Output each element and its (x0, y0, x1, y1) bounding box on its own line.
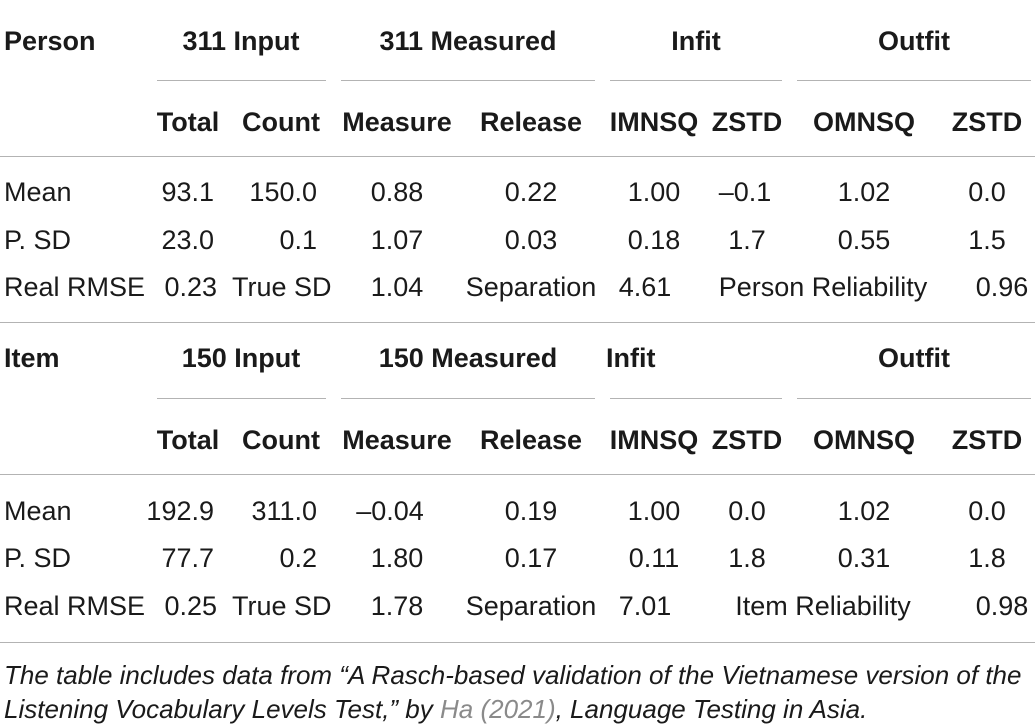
reliability-value: 0.96 (975, 272, 1029, 302)
cell-measure: 1.07 (370, 225, 424, 255)
cell-zstd-infit: 1.7 (728, 225, 766, 255)
reliability-value: 0.98 (975, 591, 1029, 621)
separation-label: Separation (465, 272, 597, 302)
person-measured-header: 311 Measured (379, 26, 557, 56)
item-measured-rule (341, 398, 595, 399)
person-sub-total: Total (156, 107, 220, 137)
person-sub-zstd-infit: ZSTD (711, 107, 783, 137)
cell-total: 93.1 (161, 177, 214, 207)
item-input-header: 150 Input (181, 343, 301, 373)
cell-zstd-outfit: 1.5 (968, 225, 1006, 255)
cell-imnsq: 0.18 (627, 225, 681, 255)
person-outfit-header: Outfit (878, 26, 950, 56)
cell-release: 0.19 (504, 496, 558, 526)
cell-zstd-infit: 1.8 (728, 543, 766, 573)
item-sub-total: Total (156, 425, 220, 455)
cell-release: 0.22 (504, 177, 558, 207)
person-infit-rule (610, 80, 782, 81)
cell-total: 23.0 (161, 225, 214, 255)
item-header-divider (0, 474, 1035, 475)
reliability-label: Item Reliability (735, 591, 911, 621)
separation-label: Separation (465, 591, 597, 621)
cell-release: 0.17 (504, 543, 558, 573)
reliability-label: Person Reliability (718, 272, 928, 302)
cell-count: 311.0 (251, 496, 317, 526)
item-outfit-header: Outfit (878, 343, 950, 373)
cell-zstd-infit: –0.1 (718, 177, 772, 207)
real-rmse-label: Real RMSE (4, 591, 146, 621)
cell-measure: 1.80 (370, 543, 424, 573)
cell-count: 0.2 (279, 543, 317, 573)
row-label: P. SD (4, 543, 72, 573)
table-caption: The table includes data from “A Rasch-ba… (4, 658, 1034, 726)
item-sub-zstd-infit: ZSTD (711, 425, 783, 455)
cell-total: 192.9 (146, 496, 214, 526)
cell-measure: –0.04 (356, 496, 424, 526)
true-sd-value: 1.78 (370, 591, 424, 621)
item-header-label: Item (4, 343, 60, 373)
person-header-divider (0, 156, 1035, 157)
person-infit-header: Infit (671, 26, 721, 56)
person-sub-count: Count (242, 107, 320, 137)
row-label: Mean (4, 496, 72, 526)
item-outfit-rule (797, 398, 1031, 399)
item-measured-header: 150 Measured (378, 343, 558, 373)
section-divider (0, 322, 1035, 323)
item-sub-release: Release (479, 425, 583, 455)
person-sub-imnsq: IMNSQ (609, 107, 699, 137)
person-measured-rule (341, 80, 595, 81)
citation-link[interactable]: Ha (2021) (439, 694, 556, 724)
item-sub-imnsq: IMNSQ (609, 425, 699, 455)
cell-imnsq: 1.00 (627, 496, 681, 526)
cell-count: 0.1 (279, 225, 317, 255)
item-input-rule (157, 398, 326, 399)
caption-divider (0, 642, 1035, 643)
item-sub-omnsq: OMNSQ (812, 425, 916, 455)
cell-count: 150.0 (249, 177, 317, 207)
person-outfit-rule (797, 80, 1031, 81)
separation-value: 4.61 (618, 272, 672, 302)
cell-omnsq: 1.02 (837, 496, 891, 526)
item-sub-measure: Measure (342, 425, 452, 455)
caption-text-before: The table includes data from “A Rasch-ba… (4, 660, 1022, 724)
item-sub-zstd-outfit: ZSTD (951, 425, 1023, 455)
cell-zstd-outfit: 0.0 (968, 177, 1006, 207)
cell-omnsq: 1.02 (837, 177, 891, 207)
row-label: P. SD (4, 225, 72, 255)
real-rmse-value: 0.25 (164, 591, 217, 621)
cell-release: 0.03 (504, 225, 558, 255)
true-sd-label: True SD (232, 272, 332, 302)
item-infit-header: Infit (606, 343, 656, 373)
person-sub-release: Release (479, 107, 583, 137)
separation-value: 7.01 (618, 591, 672, 621)
person-input-rule (157, 80, 326, 81)
person-header-label: Person (4, 26, 96, 56)
person-sub-zstd-outfit: ZSTD (951, 107, 1023, 137)
cell-omnsq: 0.31 (837, 543, 891, 573)
item-sub-count: Count (242, 425, 320, 455)
caption-text-after: , Language Testing in Asia. (555, 694, 868, 724)
person-input-header: 311 Input (182, 26, 300, 56)
cell-omnsq: 0.55 (837, 225, 891, 255)
cell-imnsq: 1.00 (627, 177, 681, 207)
cell-measure: 0.88 (370, 177, 424, 207)
person-sub-measure: Measure (342, 107, 452, 137)
item-infit-rule (610, 398, 782, 399)
cell-imnsq: 0.11 (628, 543, 680, 573)
cell-total: 77.7 (161, 543, 214, 573)
cell-zstd-outfit: 1.8 (968, 543, 1006, 573)
cell-zstd-infit: 0.0 (728, 496, 766, 526)
person-sub-omnsq: OMNSQ (812, 107, 916, 137)
true-sd-value: 1.04 (370, 272, 424, 302)
real-rmse-label: Real RMSE (4, 272, 146, 302)
real-rmse-value: 0.23 (164, 272, 217, 302)
row-label: Mean (4, 177, 72, 207)
cell-zstd-outfit: 0.0 (968, 496, 1006, 526)
true-sd-label: True SD (232, 591, 332, 621)
